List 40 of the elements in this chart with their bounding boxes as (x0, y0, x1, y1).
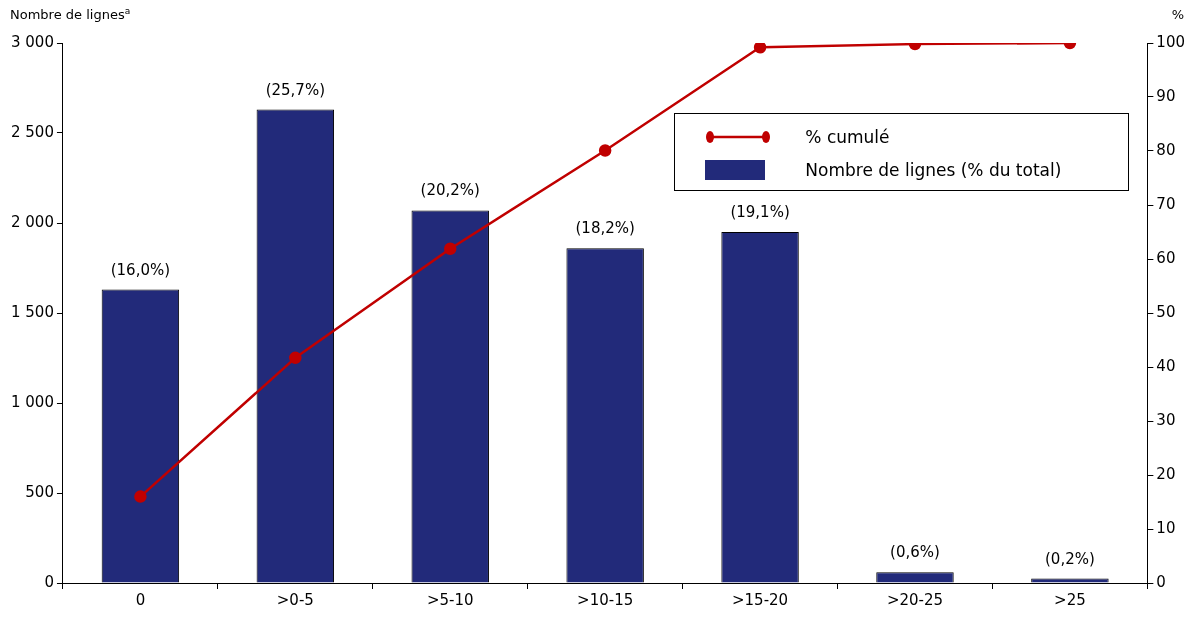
x-tick-label: >25 (1054, 590, 1086, 609)
point (753, 43, 767, 54)
y-tick-label: 0 (44, 572, 54, 591)
y2-tick-label: 40 (1156, 356, 1176, 375)
point (134, 490, 147, 503)
x-tick-label: 0 (135, 590, 146, 609)
annotation: (16,0%) (110, 260, 171, 279)
x-tick-label: >5-10 (426, 590, 474, 609)
y2-tick-label: 80 (1156, 140, 1176, 159)
y2-tick-label: 100 (1156, 32, 1186, 51)
legend-label: % cumulé (805, 126, 890, 147)
y2-tick-label: 50 (1156, 302, 1176, 321)
annotation: (20,2%) (420, 181, 480, 200)
y-tick-label: 1 000 (10, 392, 54, 411)
y2-tick-label: 30 (1156, 410, 1176, 429)
legend-label: Nombre de lignes (% du total) (805, 159, 1062, 180)
y2-tick-label: 20 (1156, 464, 1176, 483)
y2-tick-label: 90 (1156, 86, 1176, 105)
y2-tick-label: 60 (1156, 248, 1176, 267)
x-tick-label: >0-5 (276, 590, 314, 609)
y2-tick-label: 10 (1156, 518, 1176, 537)
y-tick-label: 2 500 (10, 122, 54, 141)
x-tick-label: >20-25 (886, 590, 944, 609)
point (598, 144, 612, 157)
y-tick-label: 2 000 (10, 212, 54, 231)
annotation: (0,6%) (890, 543, 940, 562)
annotation: (19,1%) (730, 203, 790, 221)
annotation: (18,2%) (575, 219, 635, 238)
point (443, 242, 457, 255)
y2-tick-label: 70 (1156, 194, 1176, 213)
y-tick-label: 3 000 (10, 32, 54, 51)
annotation: (25,7%) (265, 80, 325, 99)
y2-axis-title: % (1171, 7, 1185, 22)
x-tick-label: >15-20 (732, 590, 789, 609)
y-tick-label: 1 500 (10, 302, 54, 321)
x-tick-label: >10-15 (577, 590, 634, 609)
y2-tick-label: 0 (1156, 572, 1166, 591)
point (289, 351, 302, 365)
annotation: (0,2%) (1045, 549, 1095, 568)
y-tick-label: 500 (25, 482, 54, 501)
